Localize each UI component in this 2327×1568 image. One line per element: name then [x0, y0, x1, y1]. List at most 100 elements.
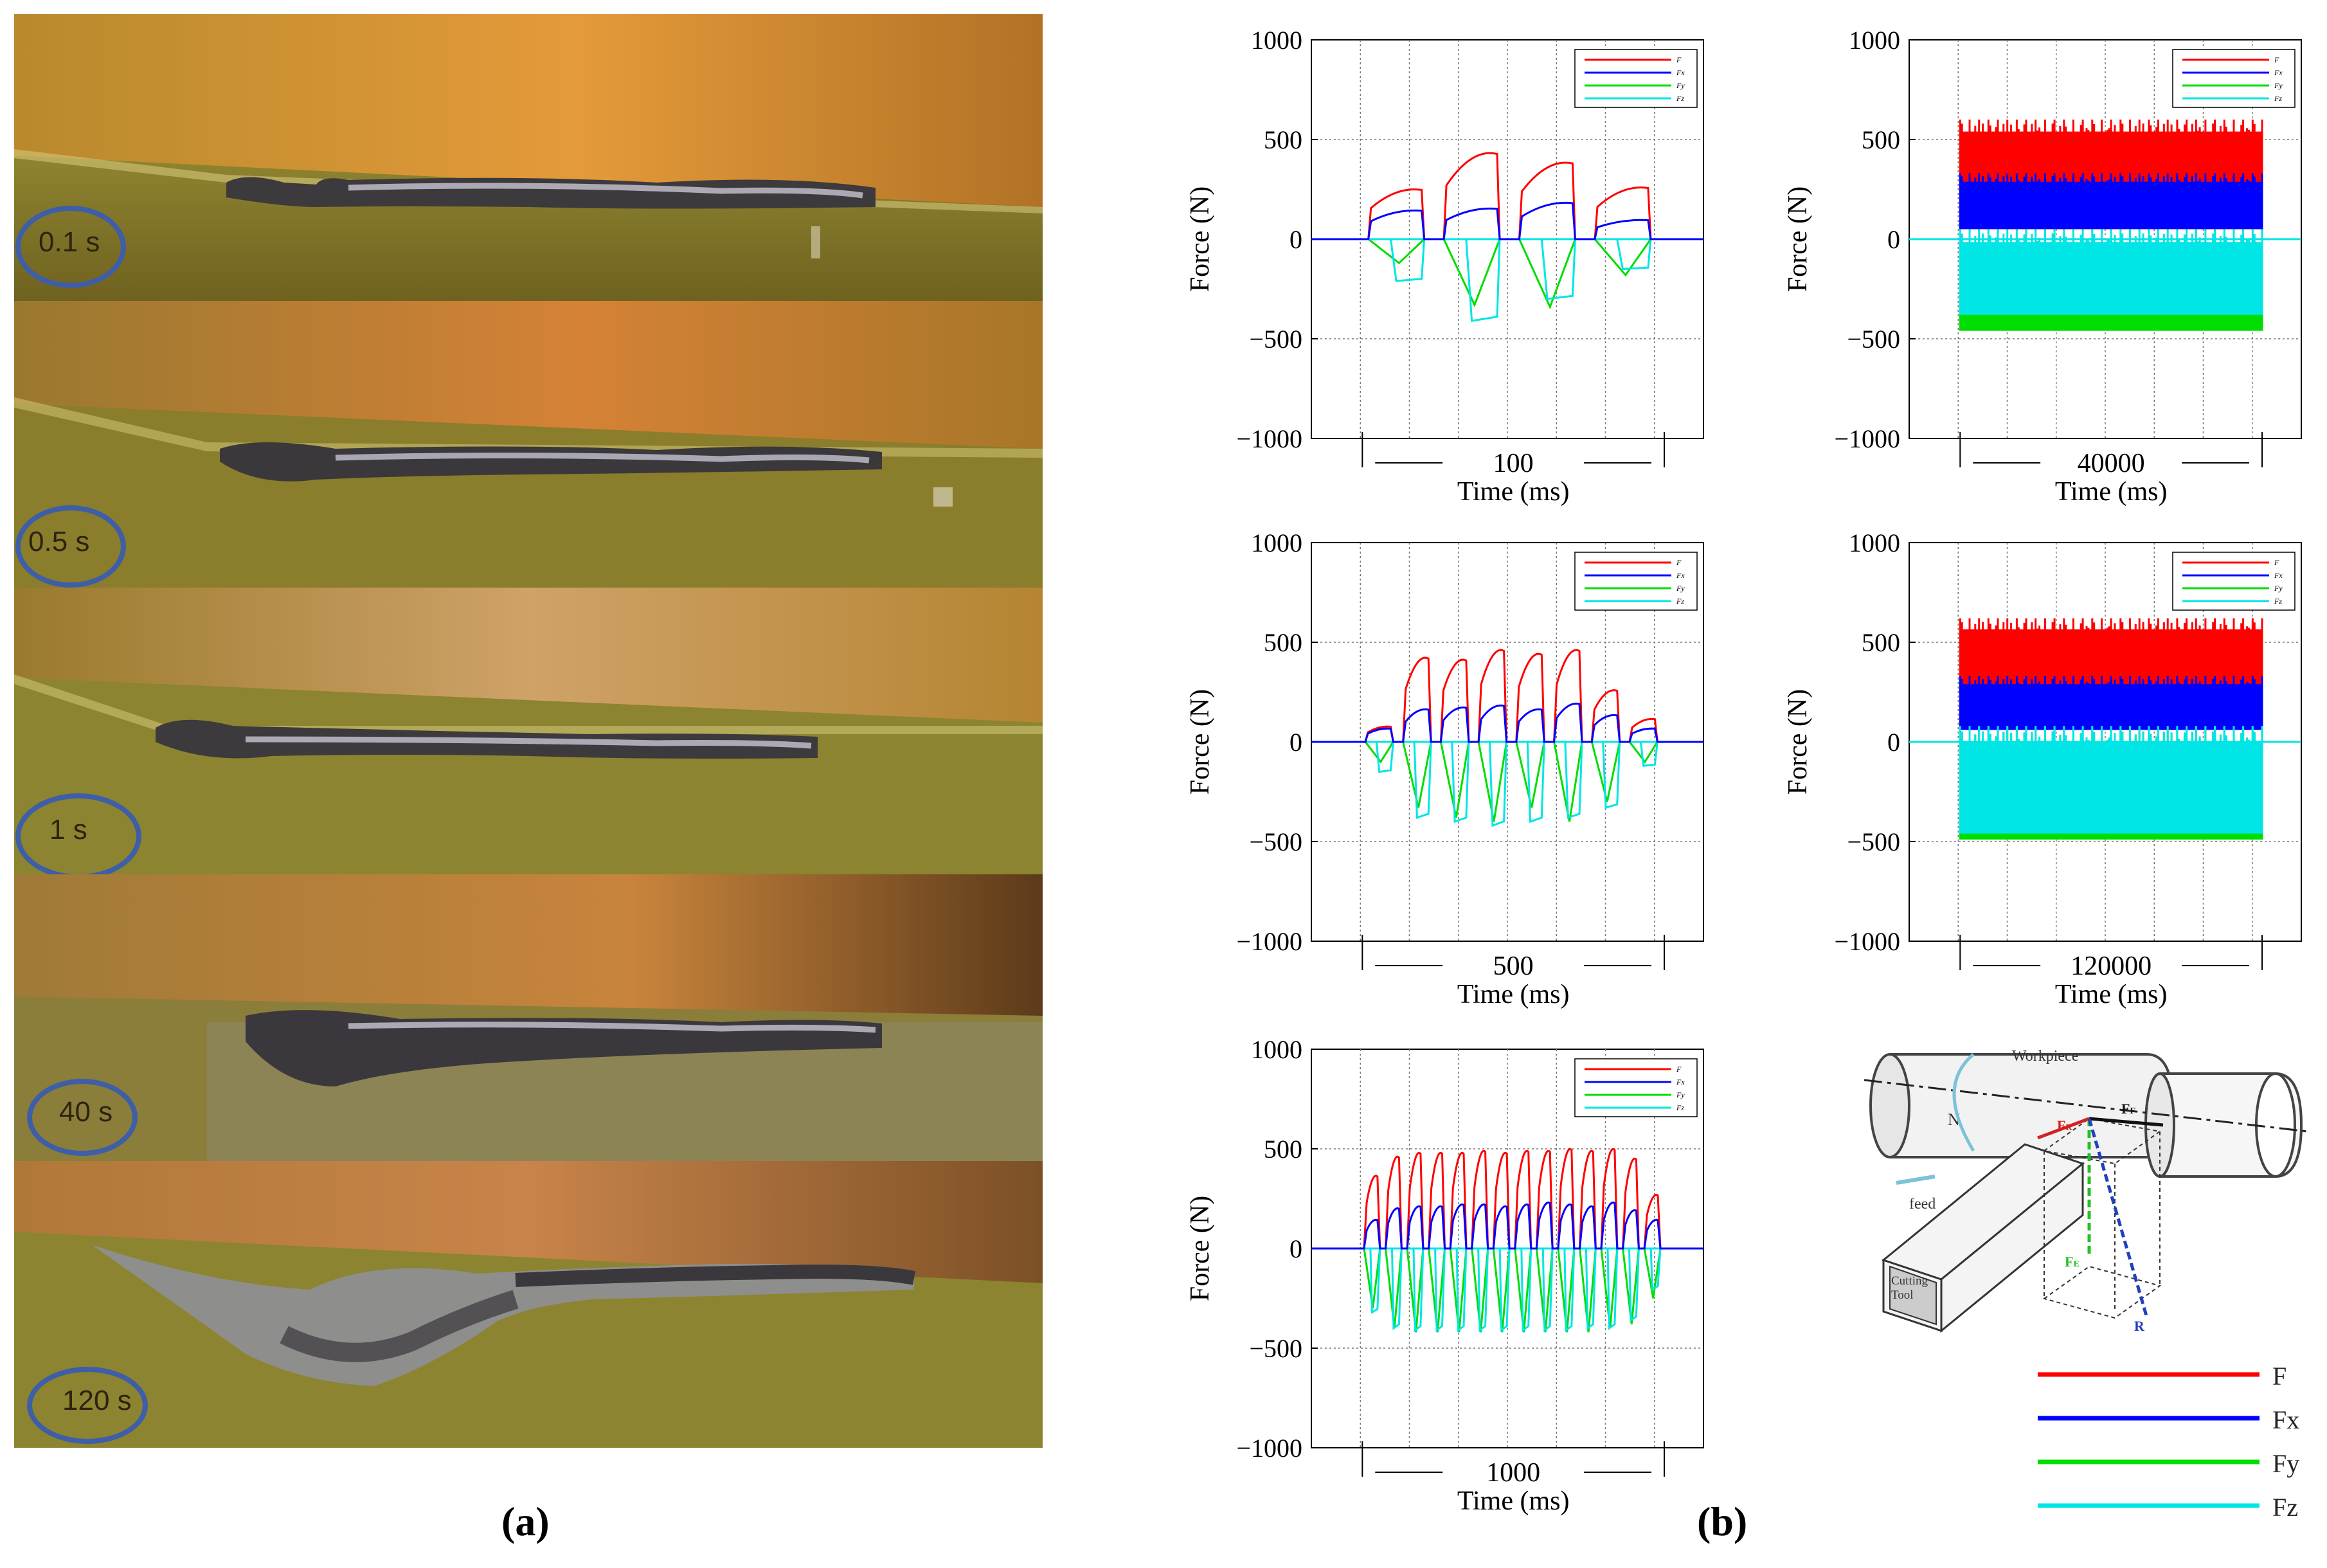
time-ring: [15, 793, 141, 874]
x-axis-label: Time (ms): [2055, 477, 2168, 507]
time-label: 40 s: [59, 1096, 113, 1128]
series-Fx: [1311, 201, 1703, 240]
legend-label-Fy: Fy: [1676, 81, 1685, 90]
x-axis-label: Time (ms): [1457, 980, 1570, 1009]
x-axis-label: Time (ms): [1457, 477, 1570, 507]
series-Fz: [1959, 229, 2263, 315]
legend-label-Fz: Fz: [1676, 597, 1684, 606]
photo-0-1s: 0.1 s: [14, 14, 1043, 301]
band-spikes: [1959, 229, 2263, 315]
y-tick-label: −500: [1249, 1334, 1302, 1363]
y-tick-label: −1000: [1834, 927, 1900, 956]
workpiece-label: Workpiece: [2012, 1048, 2078, 1065]
time-ring: [27, 1367, 148, 1444]
chart-legend: F Fx Fy Fz: [1574, 1058, 1698, 1117]
legend-label-Fx: Fx: [1676, 68, 1685, 77]
y-tick-label: 1000: [1849, 528, 1900, 557]
duration-label: 40000: [2078, 449, 2145, 478]
legend-label-F: F: [1676, 558, 1682, 567]
feed-arrow: [1896, 1175, 1936, 1185]
x-axis-label: Time (ms): [2055, 980, 2168, 1009]
fr-label: FR: [2057, 1117, 2072, 1133]
chart-40000ms: 1000 500 0 −500 −1000 Force (N) F Fx Fy Fz 40000Ti…: [1783, 26, 2302, 507]
legend-label-Fy: Fy: [2274, 584, 2283, 593]
duration-label: 1000: [1486, 1458, 1540, 1488]
legend-label-Fz: Fz: [1676, 1103, 1684, 1112]
y-tick-label: 0: [1289, 728, 1302, 757]
duration-label: 120000: [2071, 951, 2152, 981]
chart-120000ms: 1000 500 0 −500 −1000 Force (N) F Fx Fy Fz 120000T…: [1783, 528, 2302, 1009]
ff-arrow: [2089, 1117, 2164, 1127]
band-spikes: [1959, 676, 2263, 730]
y-tick-label: 1000: [1251, 528, 1302, 557]
series-Fx: [1311, 1202, 1703, 1250]
y-tick-label: 500: [1862, 125, 1900, 154]
photo-panel-a: 0.1 s 0.5 s: [14, 14, 1043, 1493]
series-F: [1959, 618, 2263, 692]
y-tick-label: 1000: [1251, 1035, 1302, 1064]
time-label: 1 s: [49, 814, 87, 845]
ff-sub: F: [2130, 1106, 2135, 1116]
y-tick-label: −1000: [1236, 1434, 1302, 1463]
legend-label-Fx: Fx: [2274, 571, 2283, 580]
y-tick-label: 0: [1289, 1234, 1302, 1263]
ff-label: FF: [2121, 1101, 2135, 1117]
duration-label: 500: [1493, 951, 1534, 981]
y-tick-label: 500: [1264, 125, 1302, 154]
chart-legend: F Fx Fy Fz: [1574, 552, 1698, 611]
y-axis-label: Force (N): [1185, 186, 1215, 292]
y-tick-label: 500: [1264, 1135, 1302, 1164]
time-ring: [15, 505, 126, 588]
panel-b-caption: (b): [1697, 1499, 1748, 1544]
time-label: 0.1 s: [39, 226, 100, 258]
legend-label-Fz: Fz: [1676, 94, 1684, 103]
y-tick-label: 0: [1887, 728, 1900, 757]
y-tick-label: 500: [1264, 628, 1302, 657]
legend-label-F: F: [1676, 1065, 1682, 1074]
y-tick-label: −500: [1847, 325, 1900, 354]
photo-120s: 120 s: [14, 1161, 1043, 1448]
chart-100ms: 1000 500 0 −500 −1000 Force (N) F Fx Fy Fz 100Time…: [1185, 26, 1704, 507]
legend-label-Fx: Fx: [2274, 68, 2283, 77]
y-tick-label: −500: [1249, 325, 1302, 354]
y-tick-label: 0: [1887, 225, 1900, 254]
fe-main: F: [2065, 1254, 2073, 1270]
series-Fz: [1959, 726, 2263, 834]
ff-main: F: [2121, 1101, 2130, 1117]
y-axis-label: Force (N): [1783, 186, 1813, 292]
rotation-arrow: [1952, 1053, 1975, 1152]
fe-sub: E: [2073, 1259, 2079, 1269]
cutting-diagram: Workpiece N feed Cutting Tool FR FF FE: [1864, 1048, 2308, 1334]
main-legend-label-Fy: Fy: [2272, 1449, 2299, 1478]
series-Fx: [1311, 703, 1703, 743]
y-tick-label: −1000: [1834, 424, 1900, 453]
y-tick-label: −500: [1847, 827, 1900, 856]
band-spikes: [1959, 120, 2263, 199]
y-tick-label: 0: [1289, 225, 1302, 254]
chart-legend: F Fx Fy Fz: [2172, 49, 2296, 108]
legend-label-F: F: [2274, 55, 2279, 64]
time-ring: [27, 1079, 138, 1156]
cutting-tool-line1: Cutting: [1891, 1274, 1928, 1288]
chart-legend: F Fx Fy Fz: [1574, 49, 1698, 108]
band-spikes: [1959, 726, 2263, 834]
legend-label-F: F: [2274, 558, 2279, 567]
y-axis-label: Force (N): [1185, 1196, 1215, 1301]
y-tick-label: 1000: [1849, 26, 1900, 55]
cutting-tool-line2: Tool: [1891, 1288, 1914, 1302]
time-label: 0.5 s: [28, 526, 90, 557]
legend-label-Fy: Fy: [1676, 584, 1685, 593]
y-tick-label: −1000: [1236, 927, 1302, 956]
fr-main: F: [2057, 1117, 2065, 1133]
y-tick-label: −500: [1249, 827, 1302, 856]
series-Fx: [1959, 173, 2263, 230]
r-label: R: [2134, 1318, 2145, 1334]
x-axis-label: Time (ms): [1457, 1486, 1570, 1516]
y-tick-label: 500: [1862, 628, 1900, 657]
chart-legend: F Fx Fy Fz: [2172, 552, 2296, 611]
main-legend-label-Fz: Fz: [2272, 1493, 2298, 1522]
legend-label-F: F: [1676, 55, 1682, 64]
main-legend-label-Fx: Fx: [2272, 1405, 2299, 1434]
